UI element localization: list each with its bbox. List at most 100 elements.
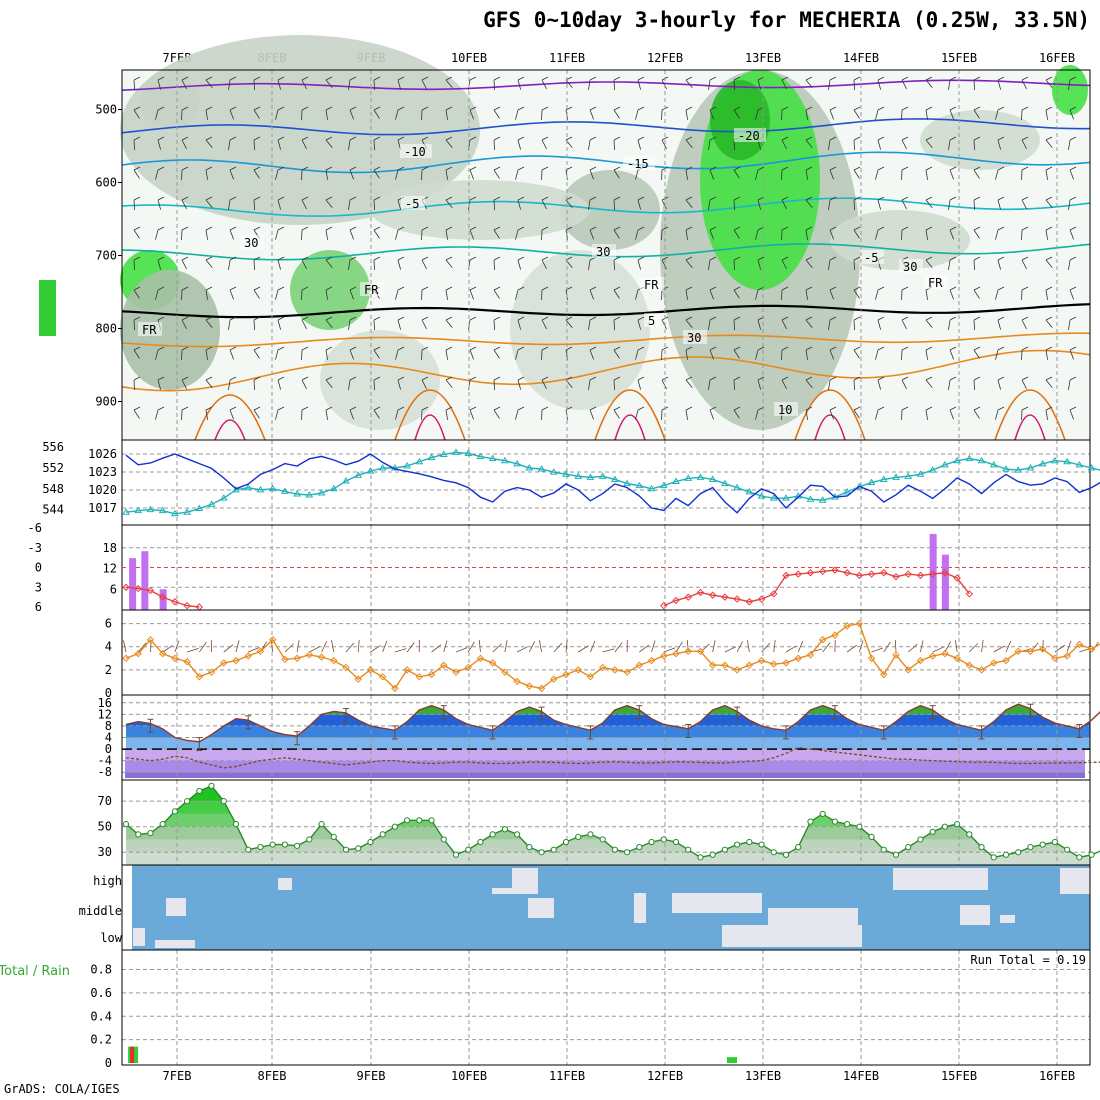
wind-barb — [805, 379, 813, 388]
wind-barb — [493, 196, 501, 201]
wind-barb — [949, 376, 957, 381]
wind-barb — [637, 259, 642, 270]
wind-barb — [253, 286, 261, 291]
wind-barb — [685, 169, 689, 180]
wind-barb — [853, 289, 860, 299]
wind-barb — [805, 229, 809, 240]
wind-barb — [157, 106, 165, 111]
rh-shading — [120, 35, 480, 225]
data-point — [403, 461, 411, 469]
data-point — [757, 595, 766, 603]
wind-barb — [133, 136, 141, 141]
data-point — [708, 475, 717, 482]
data-point — [232, 821, 240, 828]
data-point — [978, 844, 985, 851]
wind-barb — [469, 169, 474, 180]
wind-barb — [949, 109, 954, 120]
wind-barb — [805, 166, 813, 171]
wind-barb — [709, 256, 717, 261]
wind-barb — [229, 166, 237, 171]
wind-barb — [949, 76, 957, 81]
wind-barb — [635, 109, 639, 120]
wind-barb — [155, 229, 159, 240]
wind-barb — [345, 642, 355, 653]
wind-barb — [133, 196, 141, 201]
data-point — [526, 844, 533, 851]
wind-barb — [810, 648, 823, 653]
data-point — [1087, 645, 1096, 653]
wind-barb — [275, 349, 279, 360]
wind-barb — [925, 256, 933, 261]
contour-label-bg — [240, 235, 264, 249]
y-tick-label: 6 — [35, 600, 42, 614]
wind-barb — [708, 259, 711, 270]
wind-barb — [469, 349, 474, 360]
data-point — [660, 836, 667, 843]
data-point — [696, 647, 705, 656]
wind-barb — [277, 259, 282, 270]
wind-barb — [541, 136, 549, 141]
wind-barb — [901, 79, 907, 90]
wind-barb — [853, 259, 855, 271]
data-point — [158, 649, 167, 658]
wind-barb — [589, 376, 597, 381]
wind-barb — [829, 196, 837, 201]
data-point — [122, 508, 130, 515]
wind-barb — [1045, 256, 1053, 261]
wind-barb — [755, 409, 759, 420]
wind-barb — [613, 376, 621, 381]
wind-barb — [517, 259, 522, 270]
data-point — [232, 485, 240, 493]
wind-barb — [829, 76, 837, 81]
wind-barb — [637, 406, 645, 411]
wind-barb — [757, 79, 762, 90]
wind-barb — [1045, 409, 1049, 420]
run-total: Run Total = 0.19 — [970, 953, 1086, 967]
y-tick-label: 12 — [98, 707, 112, 721]
wind-barb — [997, 376, 1005, 381]
wind-barb — [275, 229, 279, 240]
wind-barb — [277, 286, 285, 291]
wind-barb — [853, 379, 855, 391]
wind-barb — [157, 256, 165, 261]
rh-shading — [1052, 65, 1088, 115]
wind-barb — [325, 376, 333, 381]
contour-label: 30 — [596, 245, 610, 259]
wind-barb — [708, 379, 711, 390]
data-point — [990, 854, 997, 861]
wind-barb — [733, 406, 741, 411]
wind-barb — [637, 379, 642, 390]
contour-label-bg — [774, 402, 798, 416]
wind-barb — [349, 376, 357, 381]
wind-barb — [805, 289, 809, 300]
wind-barb — [829, 286, 837, 291]
wind-barb — [155, 349, 159, 360]
wind-barb — [133, 349, 140, 359]
wind-barb — [325, 109, 329, 120]
wind-barb — [1045, 319, 1053, 328]
lifted-index-line — [125, 586, 200, 608]
temp-contour — [814, 414, 846, 441]
wind-barb — [954, 640, 958, 653]
data-point — [158, 593, 167, 601]
x-tick-label: 8FEB — [258, 1069, 287, 1083]
data-point — [757, 656, 766, 665]
wind-barb — [133, 79, 135, 91]
contour-label-bg — [924, 275, 948, 289]
wind-barb — [925, 139, 933, 148]
wind-barb — [373, 409, 380, 419]
wind-barb — [635, 289, 639, 300]
wind-barb — [541, 226, 549, 231]
wind-barb — [733, 79, 735, 91]
wind-barb — [1021, 199, 1027, 210]
wind-barb — [469, 106, 477, 111]
wind-barb — [973, 169, 980, 179]
wind-barb — [235, 640, 240, 653]
wind-barb — [205, 286, 213, 291]
wind-barb — [829, 226, 837, 231]
data-point — [562, 470, 570, 477]
wind-barb — [277, 136, 285, 141]
data-point — [745, 598, 754, 606]
wind-barb — [445, 259, 453, 268]
wind-barb — [373, 319, 375, 331]
